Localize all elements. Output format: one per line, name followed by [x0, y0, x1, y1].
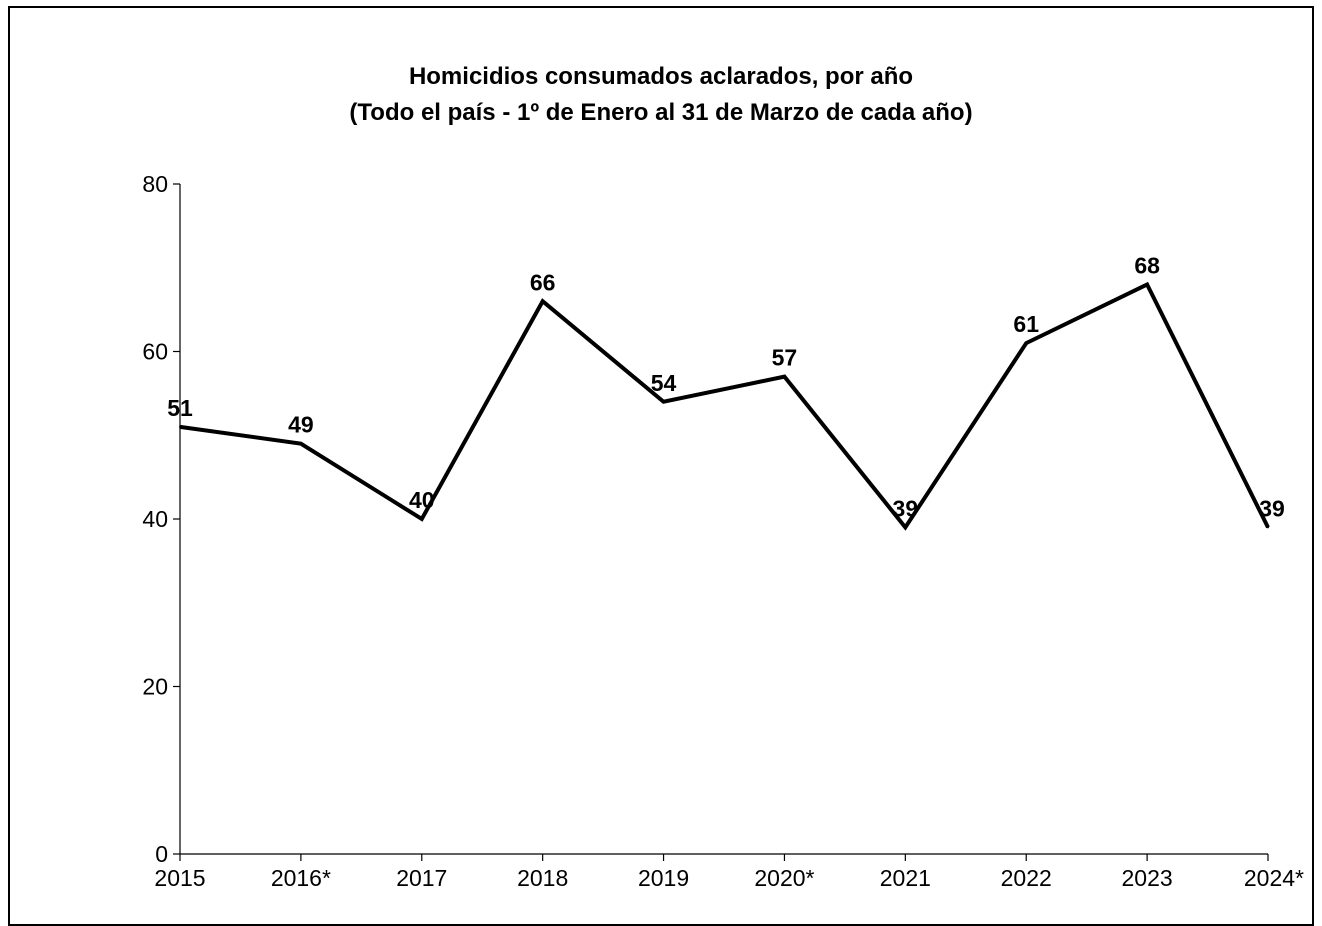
x-tick-label: 2019 — [638, 865, 689, 891]
chart-frame — [8, 6, 1314, 926]
x-tick-label: 2024* — [1244, 865, 1304, 891]
y-tick-label: 80 — [142, 171, 168, 197]
x-tick-label: 2020* — [754, 865, 814, 891]
y-tick-label: 60 — [142, 339, 168, 365]
x-tick-label: 2018 — [517, 865, 568, 891]
y-tick-label: 40 — [142, 506, 168, 532]
x-tick-label: 2021 — [880, 865, 931, 891]
y-tick-label: 20 — [142, 674, 168, 700]
series-line — [179, 281, 1270, 531]
data-labels: 51 49 40 66 54 57 39 61 68 39 — [167, 253, 1285, 522]
data-label: 39 — [1259, 495, 1285, 521]
data-point — [179, 425, 181, 428]
data-label: 61 — [1013, 311, 1039, 337]
axes: 0 20 40 60 80 2015 2016* 2017 2018 2019 2020* 2021 2… — [142, 171, 1304, 891]
data-label: 66 — [530, 269, 556, 295]
data-point — [783, 375, 786, 378]
chart-subtitle: (Todo el país - 1º de Enero al 31 de Mar… — [349, 99, 972, 126]
data-label: 54 — [651, 370, 677, 396]
data-point — [662, 400, 665, 403]
x-tick-label: 2015 — [154, 865, 205, 891]
data-point — [1267, 526, 1269, 529]
data-label: 40 — [409, 487, 435, 513]
x-tick-label: 2022 — [1001, 865, 1052, 891]
data-label: 68 — [1134, 253, 1160, 279]
data-label: 57 — [772, 345, 798, 371]
data-point — [420, 518, 423, 520]
x-tick-label: 2016* — [271, 865, 331, 891]
data-label: 39 — [893, 495, 919, 521]
x-tick-label: 2023 — [1122, 865, 1173, 891]
data-label: 49 — [288, 412, 314, 438]
data-point — [1025, 342, 1028, 345]
data-point — [904, 526, 907, 529]
y-tick-label: 0 — [155, 841, 168, 867]
data-point — [1146, 283, 1149, 286]
data-point — [299, 442, 302, 445]
data-point — [541, 300, 544, 303]
series-layer — [179, 281, 1270, 531]
x-tick-label: 2017 — [396, 865, 447, 891]
data-label: 51 — [167, 395, 193, 421]
chart-title: Homicidios consumados aclarados, por año — [409, 63, 913, 90]
